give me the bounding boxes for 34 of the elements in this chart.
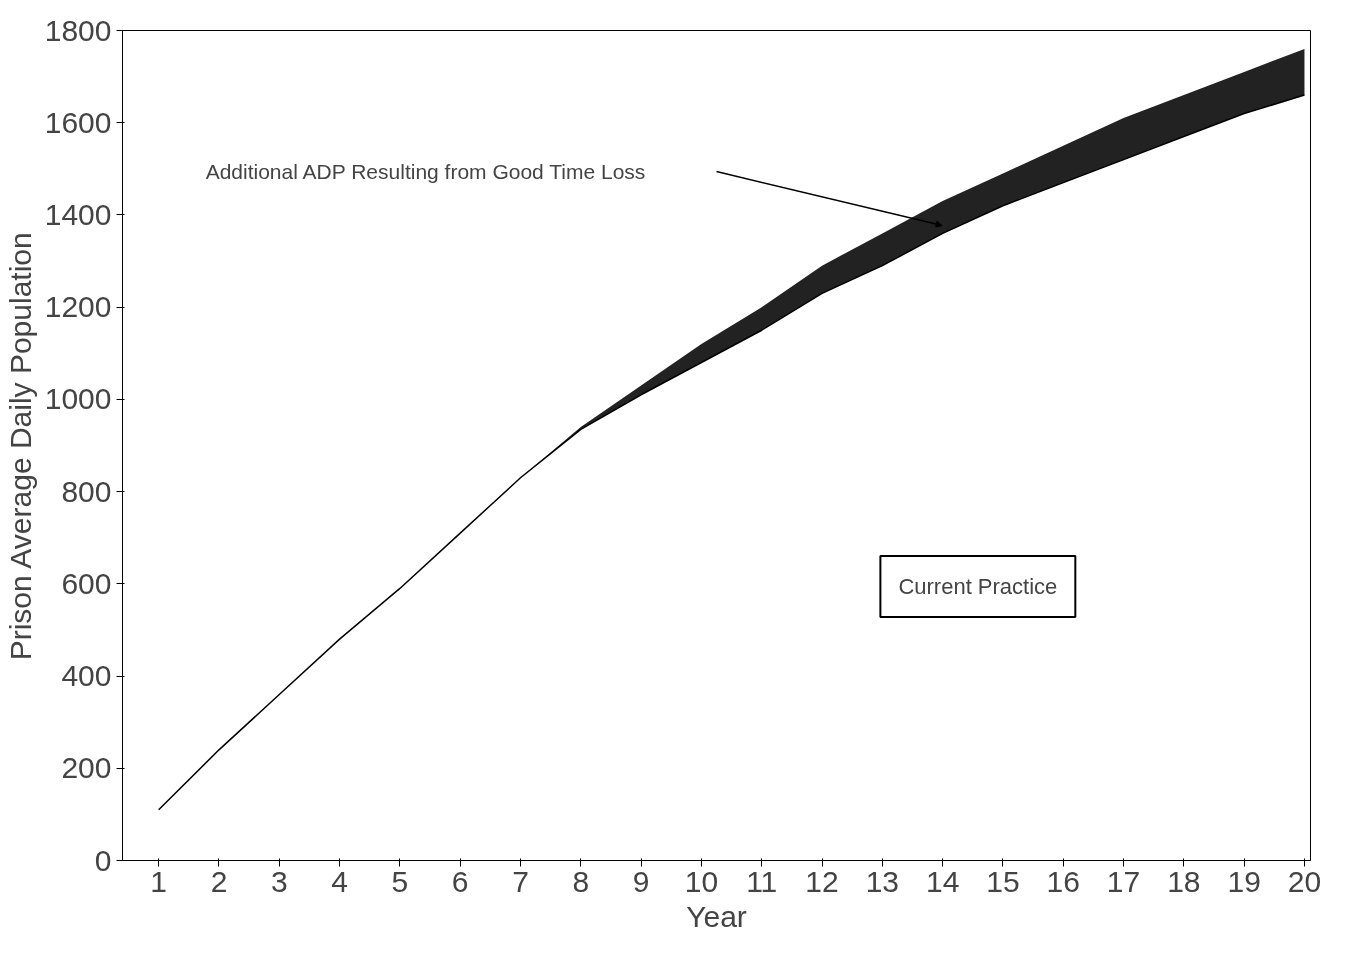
x-tick-label: 18 xyxy=(1167,864,1201,898)
y-tick-label: 1200 xyxy=(44,290,112,324)
y-axis-title: Prison Average Daily Population xyxy=(3,232,37,661)
y-tick-label: 1800 xyxy=(44,13,112,47)
x-tick-label: 20 xyxy=(1287,864,1322,898)
x-tick-label: 2 xyxy=(210,864,228,898)
annotation: Additional ADP Resulting from Good Time Loss xyxy=(205,160,646,184)
x-tick-label: 1 xyxy=(150,864,168,898)
x-tick-label: 10 xyxy=(684,864,719,898)
y-tick-label: 200 xyxy=(61,751,112,785)
y-tick-label: 600 xyxy=(61,566,112,600)
x-tick-label: 4 xyxy=(331,864,348,898)
y-tick-label: 1400 xyxy=(44,197,112,231)
x-tick-label: 12 xyxy=(805,864,839,898)
y-tick-label: 800 xyxy=(61,474,112,508)
y-tick-label: 1000 xyxy=(44,382,112,416)
text: Current Practice xyxy=(898,574,1058,600)
x-tick-label: 7 xyxy=(512,864,529,898)
x-tick-label: 9 xyxy=(632,864,650,898)
x-tick-label: 13 xyxy=(865,864,900,898)
x-tick-label: 15 xyxy=(986,864,1020,898)
y-tick-label: 0 xyxy=(94,843,112,877)
x-tick-label: 8 xyxy=(572,864,590,898)
x-tick-label: 17 xyxy=(1106,864,1141,898)
x-tick-label: 14 xyxy=(925,864,960,898)
x-tick-label: 19 xyxy=(1227,864,1261,898)
x-tick-label: 6 xyxy=(451,864,469,898)
x-tick-label: 16 xyxy=(1046,864,1080,898)
x-tick-label: 3 xyxy=(270,864,288,898)
y-tick-label: 1600 xyxy=(44,105,112,139)
x-axis-title: Year xyxy=(686,899,747,933)
x-tick-label: 5 xyxy=(391,864,409,898)
x-tick-label: 11 xyxy=(746,864,778,898)
y-tick-label: 400 xyxy=(61,659,112,693)
